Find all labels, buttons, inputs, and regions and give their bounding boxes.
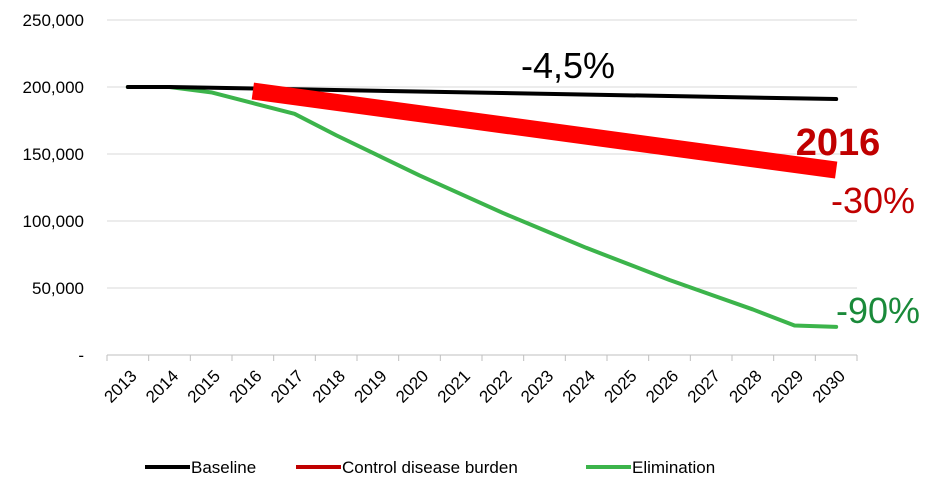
x-tick-label: 2030: [809, 366, 849, 406]
x-tick-label: 2014: [142, 366, 182, 406]
x-tick-label: 2021: [434, 366, 474, 406]
x-tick-label: 2022: [475, 366, 515, 406]
annotation-elimination-change: -90%: [836, 290, 920, 331]
legend-label-control: Control disease burden: [342, 458, 518, 477]
legend-label-elimination: Elimination: [632, 458, 715, 477]
x-tick-label: 2018: [309, 366, 349, 406]
legend: Baseline Control disease burden Eliminat…: [145, 458, 715, 477]
x-tick-label: 2017: [267, 366, 307, 406]
y-tick-label: 200,000: [23, 78, 84, 97]
series-line-control-disease-burden: [251, 82, 838, 179]
x-tick-label: 2027: [684, 366, 724, 406]
x-tick-label: 2020: [392, 366, 432, 406]
y-axis-ticks: - 50,000 100,000 150,000 200,000 250,000: [23, 11, 84, 365]
x-tick-label: 2019: [350, 366, 390, 406]
x-tick-label: 2023: [517, 366, 557, 406]
annotation-year: 2016: [796, 122, 881, 164]
annotation-control-change: -30%: [831, 180, 915, 221]
x-tick-label: 2029: [767, 366, 807, 406]
series-line-elimination: [125, 85, 839, 329]
annotation-baseline-change: -4,5%: [521, 45, 615, 86]
y-tick-label: 100,000: [23, 212, 84, 231]
y-tick-label: 50,000: [32, 279, 84, 298]
legend-label-baseline: Baseline: [191, 458, 256, 477]
x-tick-label: 2013: [100, 366, 140, 406]
x-tick-label: 2026: [642, 366, 682, 406]
x-tick-label: 2015: [184, 366, 224, 406]
y-tick-label: 250,000: [23, 11, 84, 30]
y-tick-label: 150,000: [23, 145, 84, 164]
x-tick-label: 2016: [225, 366, 265, 406]
x-tick-label: 2025: [600, 366, 640, 406]
x-tick-label: 2028: [725, 366, 765, 406]
y-tick-label: -: [78, 346, 84, 365]
series-lines: [125, 82, 839, 329]
x-axis-ticks: 2013 2014 2015 2016 2017 2018 2019 2020 2021 2022…: [100, 355, 858, 407]
x-tick-label: 2024: [559, 366, 599, 406]
series-line-baseline: [125, 85, 839, 102]
